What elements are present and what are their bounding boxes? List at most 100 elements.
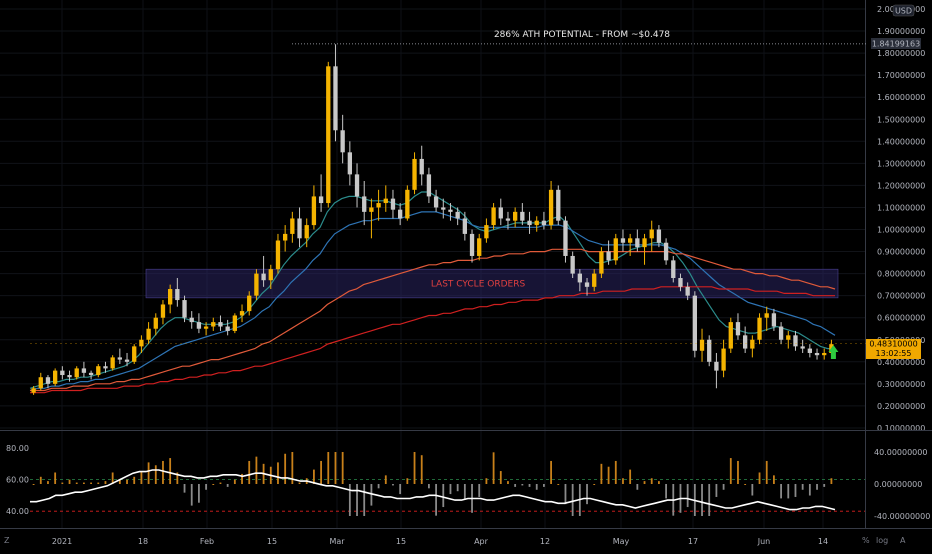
- histogram-bar: [535, 484, 538, 490]
- ath-price-value: 1.84199163: [872, 40, 920, 49]
- candle-body: [764, 313, 769, 318]
- candle-body: [132, 346, 137, 362]
- candle-body: [649, 229, 654, 239]
- candle-body: [275, 240, 281, 270]
- time-tick-label: 12: [540, 537, 550, 546]
- price-tick-label: 0.90000000: [877, 248, 925, 257]
- histogram-bar: [392, 484, 394, 486]
- candle-body: [182, 300, 187, 318]
- candle-body: [498, 207, 503, 219]
- candle-body: [347, 152, 352, 175]
- candle-body: [326, 66, 331, 204]
- histogram-bar: [514, 484, 517, 487]
- candle-body: [268, 269, 273, 281]
- histogram-bar: [341, 452, 344, 484]
- histogram-bar: [313, 469, 315, 484]
- price-tick-label: 1.90000000: [877, 27, 925, 36]
- timezone-button[interactable]: Z: [4, 536, 10, 545]
- histogram-bar: [614, 460, 617, 484]
- histogram-bar: [485, 478, 488, 484]
- osc-right-tick: 0.00000000: [874, 480, 922, 489]
- candle-body: [807, 348, 812, 353]
- candle-body: [735, 322, 741, 336]
- candle-body: [793, 335, 798, 347]
- histogram-bar: [428, 484, 430, 489]
- candle-body: [642, 238, 647, 248]
- histogram-bar: [205, 484, 207, 490]
- time-tick-label: 15: [396, 537, 406, 546]
- green-arrow-shape: [828, 345, 839, 359]
- candle-body: [563, 220, 568, 256]
- histogram-bar: [521, 484, 524, 486]
- zone-label: LAST CYCLE ORDERS: [431, 280, 526, 290]
- histogram-bar: [284, 453, 287, 484]
- histogram-bar: [39, 476, 42, 484]
- candle-body: [692, 295, 697, 351]
- histogram-bar: [370, 484, 373, 506]
- candle-body: [671, 260, 676, 279]
- candle-body: [175, 289, 180, 301]
- histogram-bar: [226, 484, 229, 487]
- candle-body: [412, 158, 417, 190]
- candle-body: [318, 196, 324, 204]
- currency-badge[interactable]: [892, 4, 915, 17]
- histogram-bar: [126, 479, 128, 484]
- candle-body: [362, 196, 367, 212]
- histogram-bar: [543, 484, 545, 487]
- histogram-bar: [47, 481, 49, 484]
- time-axis[interactable]: 2021 18 Feb 15 Mar 15 Apr 12 May 17 Jun 14: [52, 537, 828, 546]
- candle-body: [433, 196, 439, 208]
- candle-body: [771, 313, 777, 327]
- candle-body: [354, 174, 360, 197]
- histogram-bar: [593, 484, 596, 485]
- histogram-bar: [658, 481, 660, 484]
- time-tick-label: Feb: [200, 537, 214, 546]
- histogram-bar: [557, 484, 560, 485]
- histogram-bar: [248, 460, 251, 484]
- histogram-bar: [277, 462, 279, 484]
- price-tick-label: 1.30000000: [877, 159, 925, 168]
- auto-scale-button[interactable]: A: [900, 536, 906, 545]
- candle-body: [570, 255, 575, 274]
- candle-body: [81, 368, 87, 373]
- price-tick-label: 0.60000000: [877, 314, 925, 323]
- candle-body: [513, 211, 518, 221]
- histogram-bar: [169, 458, 172, 484]
- candle-body: [656, 229, 662, 243]
- candle-body: [419, 158, 424, 175]
- candle-body: [60, 370, 65, 376]
- histogram-bar: [406, 478, 409, 484]
- candle-body: [390, 198, 396, 210]
- candle-body: [786, 335, 791, 340]
- candles: [30, 44, 866, 395]
- candle-body: [160, 304, 166, 318]
- candle-body: [663, 242, 669, 261]
- histogram-bar: [118, 479, 121, 484]
- candle-body: [599, 251, 604, 274]
- candle-body: [38, 377, 43, 389]
- candle-body: [333, 66, 338, 131]
- percent-scale-button[interactable]: %: [862, 536, 870, 545]
- time-tick-label: 18: [138, 537, 148, 546]
- histogram-bar: [32, 484, 35, 485]
- candle-body: [53, 370, 58, 384]
- candle-body: [606, 251, 611, 261]
- histogram-bar: [643, 481, 646, 484]
- histogram-bar: [140, 471, 143, 484]
- time-tick-label: May: [613, 537, 630, 546]
- candle-body: [304, 225, 309, 239]
- histogram-bar: [564, 484, 567, 505]
- candle-body: [232, 315, 237, 331]
- histogram-bar: [212, 484, 215, 485]
- candle-body: [283, 233, 288, 241]
- log-scale-button[interactable]: log: [876, 536, 889, 545]
- candle-body: [699, 339, 705, 351]
- price-tick-label: 1.20000000: [877, 181, 925, 190]
- histogram-bar: [780, 484, 782, 499]
- price-axis[interactable]: 2.000000001.900000001.800000001.70000000…: [877, 5, 925, 433]
- histogram-bar: [600, 463, 603, 484]
- candle-body: [635, 238, 640, 248]
- time-tick-label: Jun: [757, 537, 771, 546]
- green-arrow-icon: [828, 345, 839, 359]
